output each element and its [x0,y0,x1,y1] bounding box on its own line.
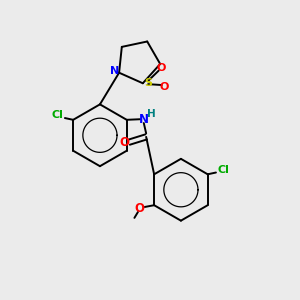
Text: N: N [139,113,149,126]
Text: S: S [144,78,152,88]
Text: H: H [147,109,155,119]
Text: O: O [156,63,166,73]
Text: Cl: Cl [218,165,230,175]
Text: N: N [110,66,119,76]
Text: O: O [120,136,130,149]
Text: O: O [134,202,144,215]
Text: Cl: Cl [51,110,63,120]
Text: O: O [159,82,169,92]
